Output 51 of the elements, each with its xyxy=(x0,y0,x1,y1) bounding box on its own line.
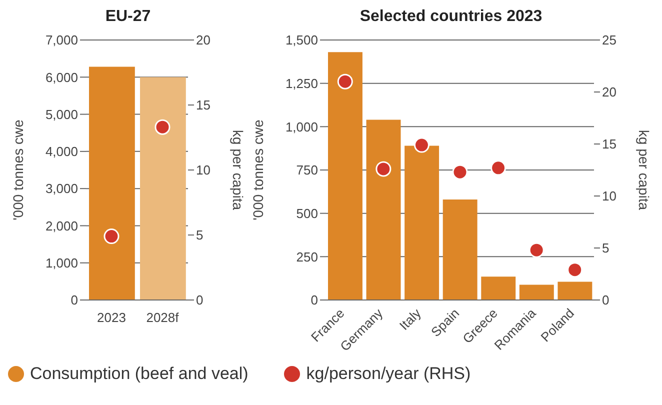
y-axis-title: '000 tonnes cwe xyxy=(10,119,26,220)
y-axis-title: '000 tonnes cwe xyxy=(250,119,266,220)
y-tick-label: 1,000 xyxy=(45,255,78,270)
y2-axis-title: kg per capita xyxy=(230,130,246,210)
legend-label: Consumption (beef and veal) xyxy=(30,364,248,384)
point xyxy=(528,242,544,258)
y-tick-label: 1,500 xyxy=(285,32,318,48)
y-tick-label: 2,000 xyxy=(45,218,78,234)
x-tick-label: Italy xyxy=(396,305,424,333)
y2-tick-label: 10 xyxy=(602,188,616,204)
y-tick-label: 6,000 xyxy=(45,70,78,85)
bar xyxy=(366,120,401,300)
y2-tick-label: 10 xyxy=(196,162,210,178)
y2-tick-label: 5 xyxy=(602,240,610,256)
y2-tick-label: 0 xyxy=(602,292,610,308)
y2-axis-title: kg per capita xyxy=(636,130,652,210)
y2-tick-label: 25 xyxy=(602,32,616,48)
y2-tick-label: 0 xyxy=(196,292,204,308)
bar xyxy=(558,282,592,300)
y2-tick-label: 20 xyxy=(602,84,616,100)
y-tick-label: 0 xyxy=(310,292,318,308)
point xyxy=(490,160,506,176)
y2-tick-label: 20 xyxy=(196,32,210,48)
bar xyxy=(519,284,554,300)
bar xyxy=(442,199,478,300)
bar xyxy=(481,276,516,300)
point xyxy=(414,137,430,153)
y-tick-label: 0 xyxy=(70,292,78,308)
y-tick-label: 250 xyxy=(296,249,318,264)
legend-label: kg/person/year (RHS) xyxy=(306,364,471,384)
y-tick-label: 7,000 xyxy=(45,32,78,48)
y-tick-label: 1,250 xyxy=(285,76,318,91)
y-tick-label: 5,000 xyxy=(45,106,78,122)
bar xyxy=(404,146,440,300)
y-tick-label: 4,000 xyxy=(45,144,78,160)
chart-title: EU-27 xyxy=(104,8,152,27)
chart-title: Selected countries 2023 xyxy=(358,8,544,27)
bar xyxy=(328,52,362,300)
x-tick-label: 2028f xyxy=(146,310,180,325)
y2-tick-label: 5 xyxy=(196,228,204,243)
y-tick-label: 1,000 xyxy=(285,119,318,134)
point xyxy=(376,161,392,177)
y2-tick-label: 15 xyxy=(196,98,210,113)
point xyxy=(337,74,353,90)
x-tick-label: 2023 xyxy=(97,310,126,325)
y2-tick-label: 15 xyxy=(602,136,616,152)
y-tick-label: 500 xyxy=(296,206,318,221)
point xyxy=(452,164,468,180)
point xyxy=(567,262,583,278)
y-tick-label: 3,000 xyxy=(45,181,78,196)
y-tick-label: 750 xyxy=(296,162,318,178)
